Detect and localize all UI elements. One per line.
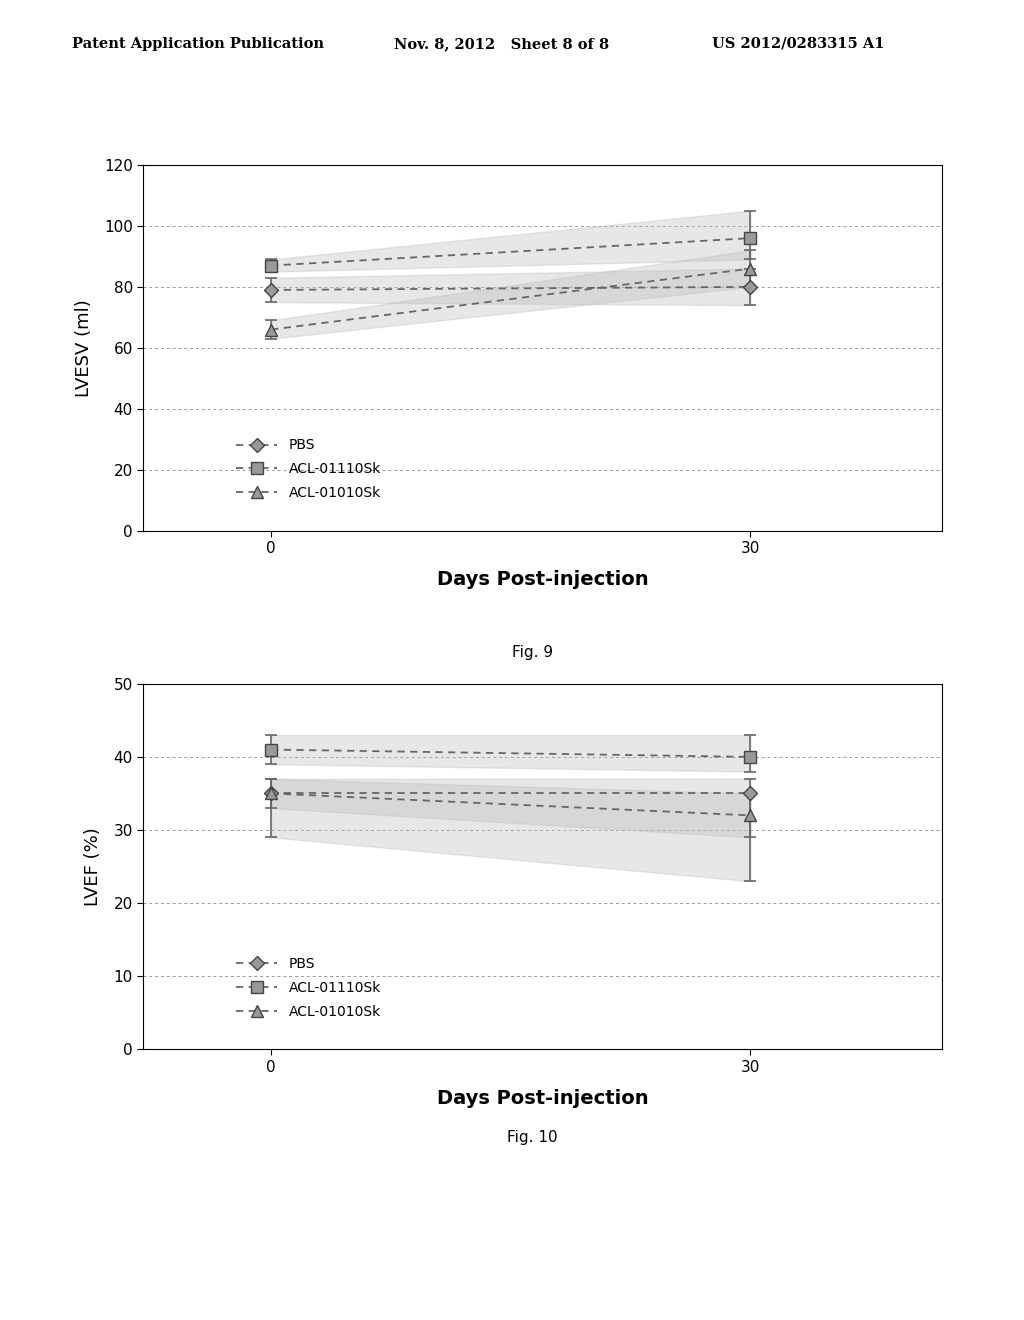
Text: Fig. 9: Fig. 9 [512,645,553,660]
Y-axis label: LVESV (ml): LVESV (ml) [75,298,93,397]
Legend: PBS, ACL-01110Sk, ACL-01010Sk: PBS, ACL-01110Sk, ACL-01010Sk [230,433,386,506]
X-axis label: Days Post-injection: Days Post-injection [437,570,648,589]
Y-axis label: LVEF (%): LVEF (%) [84,828,102,906]
X-axis label: Days Post-injection: Days Post-injection [437,1089,648,1107]
Text: Fig. 10: Fig. 10 [507,1130,558,1144]
Text: Patent Application Publication: Patent Application Publication [72,37,324,51]
Text: Nov. 8, 2012   Sheet 8 of 8: Nov. 8, 2012 Sheet 8 of 8 [394,37,609,51]
Legend: PBS, ACL-01110Sk, ACL-01010Sk: PBS, ACL-01110Sk, ACL-01010Sk [230,952,386,1024]
Text: US 2012/0283315 A1: US 2012/0283315 A1 [712,37,884,51]
